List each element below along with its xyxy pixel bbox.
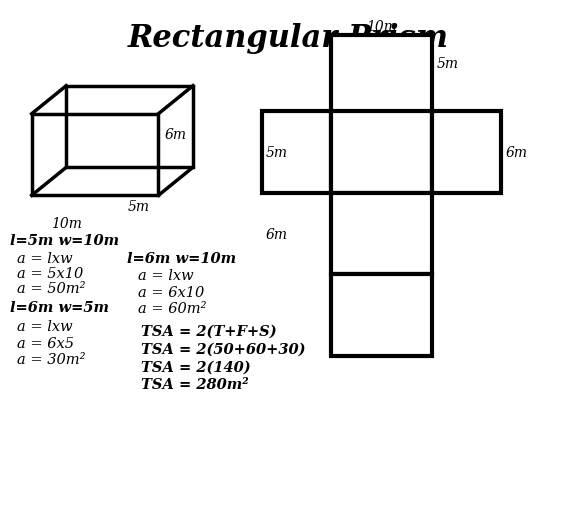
Bar xyxy=(331,275,432,356)
Text: a = lxw: a = lxw xyxy=(17,320,73,334)
Bar xyxy=(331,112,432,193)
Text: Rectangular Prism: Rectangular Prism xyxy=(127,23,449,54)
Text: a = lxw: a = lxw xyxy=(138,269,194,283)
Bar xyxy=(262,112,331,193)
Text: 5m: 5m xyxy=(128,200,150,214)
Text: a = 5x10: a = 5x10 xyxy=(17,266,84,280)
Text: l=5m w=10m: l=5m w=10m xyxy=(10,233,119,247)
Text: l=6m w=5m: l=6m w=5m xyxy=(10,300,109,314)
Bar xyxy=(331,36,432,115)
Text: 10m: 10m xyxy=(51,216,82,230)
Text: 5m: 5m xyxy=(437,56,458,71)
Text: 6m: 6m xyxy=(266,227,288,241)
Bar xyxy=(32,115,158,196)
Text: l=6m w=10m: l=6m w=10m xyxy=(127,251,236,265)
Text: TSA = 280m²: TSA = 280m² xyxy=(141,377,249,391)
Text: 5m: 5m xyxy=(266,146,288,160)
Text: 6m: 6m xyxy=(506,146,528,160)
Text: TSA = 2(50+60+30): TSA = 2(50+60+30) xyxy=(141,342,306,356)
Text: a = 60m²: a = 60m² xyxy=(138,301,207,316)
Text: a = 6x5: a = 6x5 xyxy=(17,336,74,350)
Text: a = 30m²: a = 30m² xyxy=(17,352,86,366)
Text: a = 50m²: a = 50m² xyxy=(17,281,86,296)
Text: 10m: 10m xyxy=(366,19,397,34)
Text: TSA = 2(140): TSA = 2(140) xyxy=(141,359,251,374)
Bar xyxy=(432,112,501,193)
Text: TSA = 2(T+F+S): TSA = 2(T+F+S) xyxy=(141,324,276,338)
Bar xyxy=(331,193,432,275)
Bar xyxy=(66,87,193,168)
Text: a = 6x10: a = 6x10 xyxy=(138,285,204,299)
Text: 6m: 6m xyxy=(164,128,186,142)
Text: a = lxw: a = lxw xyxy=(17,251,73,265)
